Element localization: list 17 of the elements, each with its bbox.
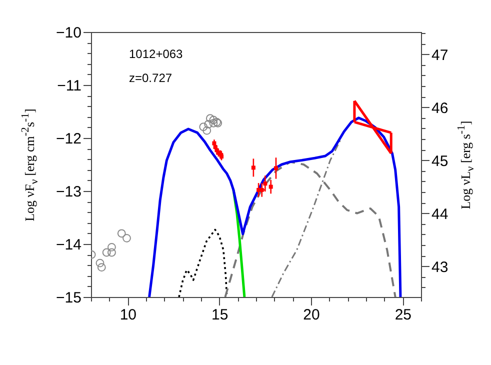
y2-tick-label: 46 — [432, 100, 448, 117]
y-tick-label: −11 — [57, 78, 82, 94]
x-tick-label: 15 — [211, 306, 228, 324]
x-tick-label: 20 — [303, 306, 320, 324]
annotation: z=0.727 — [129, 71, 172, 85]
y2-tick-label: 47 — [432, 46, 448, 64]
y2-tick-label: 43 — [432, 258, 448, 276]
annotation: 1012+063 — [129, 47, 184, 61]
y-tick-label: −13 — [56, 184, 82, 200]
y-tick-label: −10 — [56, 24, 82, 42]
y-tick-label: −14 — [56, 236, 82, 254]
x-tick-label: 10 — [120, 306, 137, 324]
y-tick-label: −15 — [56, 290, 82, 306]
y-tick-label: −12 — [56, 130, 82, 148]
y2-tick-label: 44 — [432, 206, 448, 223]
y2-tick-label: 45 — [432, 152, 448, 170]
x-tick-label: 25 — [394, 306, 412, 324]
